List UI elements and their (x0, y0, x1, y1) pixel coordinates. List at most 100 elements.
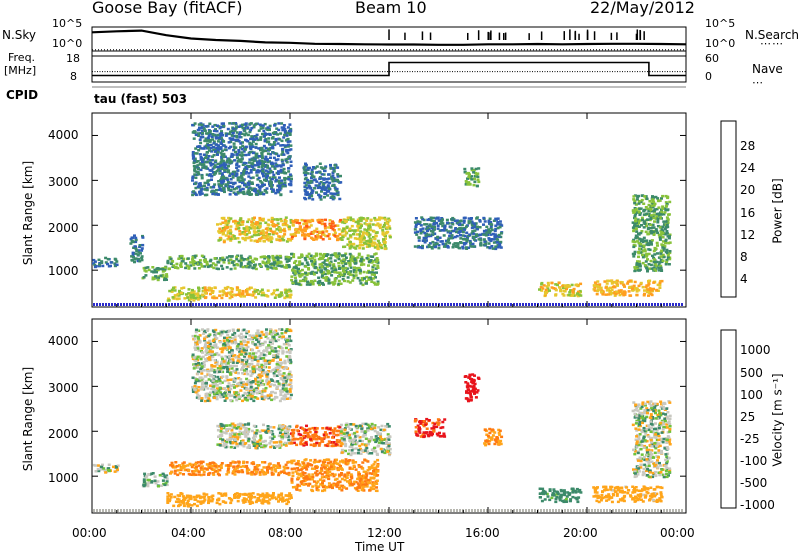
power-cell (257, 229, 261, 232)
velocity-cell (241, 424, 245, 427)
power-cell (217, 136, 221, 140)
velocity-cell (174, 500, 178, 503)
power-cell (180, 260, 184, 263)
power-cell (363, 277, 366, 280)
power-cell (262, 164, 266, 167)
power-cell (477, 180, 481, 184)
power-cell (419, 232, 423, 235)
velocity-ground-scatter (366, 509, 368, 512)
power-cell (310, 263, 314, 266)
power-cell (192, 164, 196, 168)
power-cell (199, 263, 203, 266)
power-cell (663, 211, 667, 214)
power-cell (465, 181, 468, 185)
power-cell (288, 140, 292, 143)
power-cell (351, 279, 355, 282)
power-cell (217, 188, 221, 191)
power-cell (459, 237, 463, 240)
power-cell (305, 191, 309, 194)
power-cell (278, 227, 282, 230)
power-cell (247, 183, 251, 186)
power-cell (204, 167, 208, 170)
power-cell (155, 270, 158, 274)
power-cell (576, 290, 580, 294)
power-cell (248, 236, 252, 239)
power-cell (286, 137, 290, 141)
power-ground-scatter (246, 303, 248, 306)
power-cell (177, 294, 181, 297)
power-cell (334, 268, 338, 271)
velocity-cell (185, 502, 189, 505)
power-cell (319, 256, 323, 259)
power-cell (327, 187, 331, 190)
power-cell (285, 157, 289, 161)
power-cell (352, 233, 355, 236)
velocity-cell (263, 444, 267, 448)
power-cell (478, 220, 482, 223)
power-cell (258, 159, 262, 162)
power-cell (367, 227, 370, 230)
velocity-cell (166, 497, 170, 501)
power-cell (205, 186, 209, 190)
power-cell (310, 191, 314, 195)
power-cell (216, 140, 220, 143)
power-cell (245, 170, 248, 174)
power-cell (257, 232, 261, 236)
power-cell (322, 283, 325, 286)
power-cell (282, 238, 286, 242)
power-cell (279, 217, 283, 221)
power-cell (265, 159, 269, 162)
power-cell (317, 193, 321, 197)
power-cell (637, 255, 640, 259)
power-cell (212, 142, 216, 145)
velocity-cell (163, 475, 167, 479)
power-cell (295, 267, 298, 270)
power-cell (346, 280, 350, 283)
power-cell (565, 287, 568, 291)
power-cell (229, 225, 233, 228)
power-cell (666, 256, 670, 259)
power-cell (252, 264, 256, 267)
velocity-ground-scatter (612, 509, 614, 512)
power-cell (312, 261, 316, 264)
power-cell (256, 161, 259, 164)
power-cell (262, 175, 265, 178)
velocity-cell (267, 502, 271, 505)
power-cell (658, 286, 662, 289)
velocity-cell (219, 466, 223, 469)
power-cell (161, 268, 165, 271)
power-cell (358, 233, 362, 236)
power-cell (226, 127, 230, 131)
power-ground-scatter (219, 303, 221, 306)
power-cell (324, 192, 328, 195)
power-cell (253, 239, 257, 243)
velocity-ground-scatter (624, 509, 626, 512)
power-cell (248, 264, 252, 267)
power-cell (595, 292, 599, 296)
power-cell (266, 172, 270, 175)
power-cell (652, 266, 656, 270)
velocity-cell (177, 500, 181, 504)
power-cell (336, 224, 340, 227)
power-ground-scatter (570, 303, 572, 306)
power-cell (211, 163, 215, 166)
velocity-ground-scatter (273, 509, 275, 512)
power-cell (651, 198, 655, 201)
power-cell (638, 247, 641, 250)
power-cell (245, 293, 249, 296)
power-cell (270, 187, 273, 190)
power-cell (253, 290, 257, 293)
velocity-cell (228, 434, 232, 438)
velocity-ground-scatter (336, 509, 338, 512)
power-cell (372, 271, 375, 275)
velocity-cell (281, 496, 285, 499)
power-cell (568, 291, 572, 294)
power-cell (284, 131, 288, 135)
power-ground-scatter (303, 303, 305, 306)
power-cell (202, 295, 206, 298)
power-cell (203, 286, 207, 289)
power-cell (360, 257, 364, 261)
power-cell (250, 142, 253, 146)
velocity-cell (278, 446, 282, 449)
power-cell (243, 172, 247, 175)
